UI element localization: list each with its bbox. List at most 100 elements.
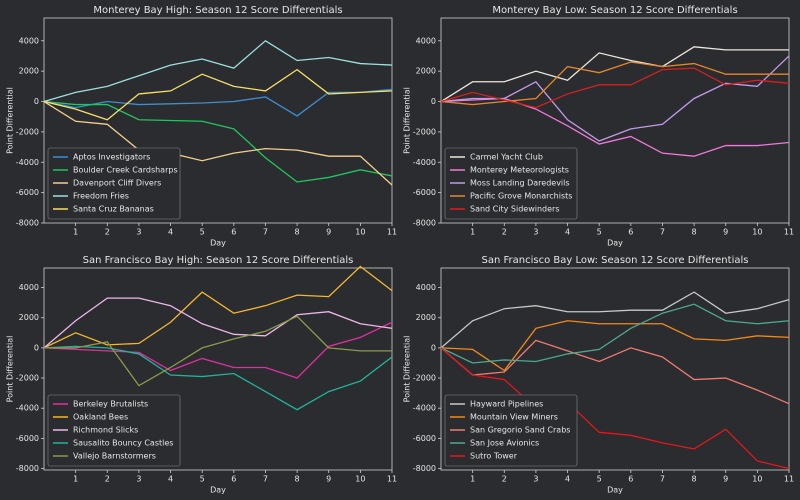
- y-tick-label: -2000: [16, 127, 39, 136]
- y-tick-label: -2000: [413, 374, 436, 383]
- legend-label: Pacific Grove Monarchists: [470, 192, 572, 201]
- legend-label: Aptos Investigators: [73, 153, 150, 162]
- x-tick-label: 4: [168, 475, 173, 484]
- subplot: Monterey Bay High: Season 12 Score Diffe…: [6, 5, 398, 248]
- series-line: [440, 46, 789, 103]
- series-line: [43, 100, 393, 186]
- x-tick-label: 9: [326, 475, 331, 484]
- series-line: [440, 97, 790, 157]
- legend-label: Santa Cruz Bananas: [73, 205, 154, 214]
- legend-label: Berkeley Brutalists: [73, 400, 148, 409]
- y-tick-label: 4000: [19, 36, 39, 45]
- legend-label: Monterey Meteorologists: [470, 166, 569, 175]
- series-line: [43, 88, 393, 117]
- y-tick-label: 4000: [19, 283, 39, 292]
- x-tick-label: 10: [752, 475, 762, 484]
- y-tick-label: 2000: [19, 67, 39, 76]
- legend-label: Sausalito Bouncy Castles: [73, 439, 173, 448]
- y-tick-label: 0: [34, 343, 39, 352]
- series-line: [43, 345, 393, 411]
- x-tick-label: 5: [597, 228, 602, 237]
- legend-label: Oakland Bees: [73, 413, 128, 422]
- x-tick-label: 3: [533, 228, 538, 237]
- y-tick-label: -6000: [413, 188, 436, 197]
- series-line: [440, 320, 790, 372]
- y-tick-label: 0: [34, 97, 39, 106]
- x-axis-label: Day: [210, 486, 226, 495]
- x-tick-label: 3: [533, 475, 538, 484]
- y-tick-label: 4000: [416, 36, 436, 45]
- x-tick-label: 5: [200, 228, 205, 237]
- series-line: [43, 321, 393, 379]
- series-line: [43, 265, 393, 349]
- legend-box: [47, 394, 181, 467]
- legend-label: Vallejo Barnstormers: [73, 452, 156, 461]
- series-line: [440, 303, 790, 364]
- y-tick-label: 0: [431, 343, 436, 352]
- x-tick-label: 6: [231, 475, 236, 484]
- y-tick-label: -6000: [16, 188, 39, 197]
- plot-area: [440, 267, 790, 471]
- y-tick-label: -6000: [413, 434, 436, 443]
- y-tick-label: -8000: [413, 464, 436, 473]
- x-tick-label: 11: [387, 475, 397, 484]
- x-tick-label: 1: [470, 475, 475, 484]
- y-tick-label: 4000: [416, 283, 436, 292]
- y-tick-label: -4000: [413, 404, 436, 413]
- legend-label: Moss Landing Daredevils: [470, 179, 570, 188]
- subplot-title: Monterey Bay High: Season 12 Score Diffe…: [93, 5, 342, 16]
- x-tick-label: 8: [692, 475, 697, 484]
- y-tick-label: -2000: [413, 127, 436, 136]
- legend-label: Boulder Creek Cardsharps: [73, 166, 178, 175]
- y-tick-label: 2000: [19, 313, 39, 322]
- y-tick-label: -8000: [413, 219, 436, 228]
- y-tick-label: 2000: [416, 67, 436, 76]
- x-tick-label: 2: [105, 475, 110, 484]
- x-tick-label: 6: [628, 475, 633, 484]
- x-tick-label: 10: [752, 228, 762, 237]
- legend-label: Davenport Cliff Divers: [73, 179, 161, 188]
- x-tick-label: 11: [784, 228, 794, 237]
- series-line: [43, 39, 393, 103]
- series-line: [440, 291, 790, 349]
- x-tick-label: 2: [105, 228, 110, 237]
- x-tick-label: 5: [200, 475, 205, 484]
- y-axis-label: Point Differential: [6, 336, 15, 403]
- x-tick-label: 1: [73, 228, 78, 237]
- x-tick-label: 7: [660, 475, 665, 484]
- x-tick-label: 11: [387, 228, 397, 237]
- y-tick-label: -4000: [16, 158, 39, 167]
- legend-label: Richmond Slicks: [73, 426, 138, 435]
- legend-box: [444, 394, 578, 467]
- y-tick-label: -8000: [16, 219, 39, 228]
- x-tick-label: 9: [723, 228, 728, 237]
- y-tick-label: -4000: [413, 158, 436, 167]
- plot-area: [43, 267, 393, 471]
- y-tick-label: -4000: [16, 404, 39, 413]
- subplot: San Francisco Bay Low: Season 12 Score D…: [403, 255, 795, 495]
- x-tick-label: 3: [136, 475, 141, 484]
- y-axis-label: Point Differential: [403, 336, 412, 403]
- series-line: [440, 339, 790, 405]
- x-tick-label: 4: [565, 475, 570, 484]
- legend-label: Hayward Pipelines: [470, 400, 543, 409]
- legend-label: San Gregorio Sand Crabs: [470, 426, 570, 435]
- series-line: [43, 100, 393, 183]
- x-tick-label: 1: [470, 228, 475, 237]
- x-tick-label: 2: [502, 475, 507, 484]
- legend-label: Freedom Fries: [73, 192, 129, 201]
- x-tick-label: 6: [231, 228, 236, 237]
- legend-label: Sutro Tower: [470, 452, 518, 461]
- series-line: [440, 61, 789, 106]
- subplot-title: San Francisco Bay High: Season 12 Score …: [83, 255, 354, 266]
- x-tick-label: 10: [355, 475, 365, 484]
- x-tick-label: 8: [295, 475, 300, 484]
- x-tick-label: 7: [263, 228, 268, 237]
- y-tick-label: 2000: [416, 313, 436, 322]
- x-tick-label: 2: [502, 228, 507, 237]
- x-tick-label: 4: [168, 228, 173, 237]
- y-axis-label: Point Differential: [6, 87, 15, 154]
- x-tick-label: 3: [136, 228, 141, 237]
- series-line: [440, 67, 790, 109]
